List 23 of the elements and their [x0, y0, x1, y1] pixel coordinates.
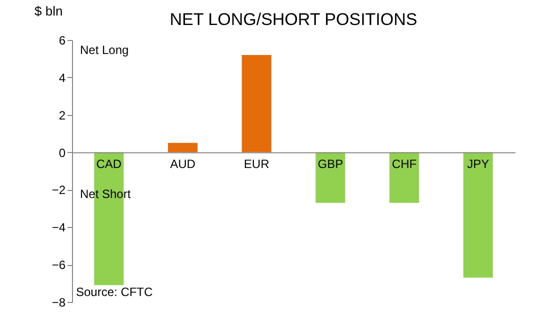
y-tick-label: 0 [58, 146, 66, 160]
x-tick-label: EUR [244, 156, 270, 171]
annotation: Source: CFTC [76, 285, 154, 299]
y-tick-label: 2 [58, 108, 66, 122]
x-tick-label: AUD [170, 156, 196, 171]
y-tick-label: 4 [58, 70, 66, 85]
x-tick-label: JPY [467, 156, 490, 171]
bar [463, 152, 493, 278]
annotation: Net Long [80, 43, 129, 57]
x-tick-label: GBP [318, 156, 344, 171]
y-tick-label: −8 [52, 296, 66, 310]
bar [242, 54, 272, 152]
y-axis-title: $ bln [34, 4, 63, 18]
x-tick-label: CHF [392, 156, 417, 171]
y-tick-label: 6 [58, 34, 66, 48]
y-tick-label: −2 [52, 183, 66, 198]
y-tick-label: −4 [52, 220, 66, 235]
bar [168, 142, 198, 152]
bar [316, 152, 346, 203]
chart-title: NET LONG/SHORT POSITIONS [170, 10, 418, 29]
y-tick-label: −6 [52, 258, 66, 272]
x-tick-label: CAD [96, 156, 122, 171]
bar [389, 152, 420, 203]
